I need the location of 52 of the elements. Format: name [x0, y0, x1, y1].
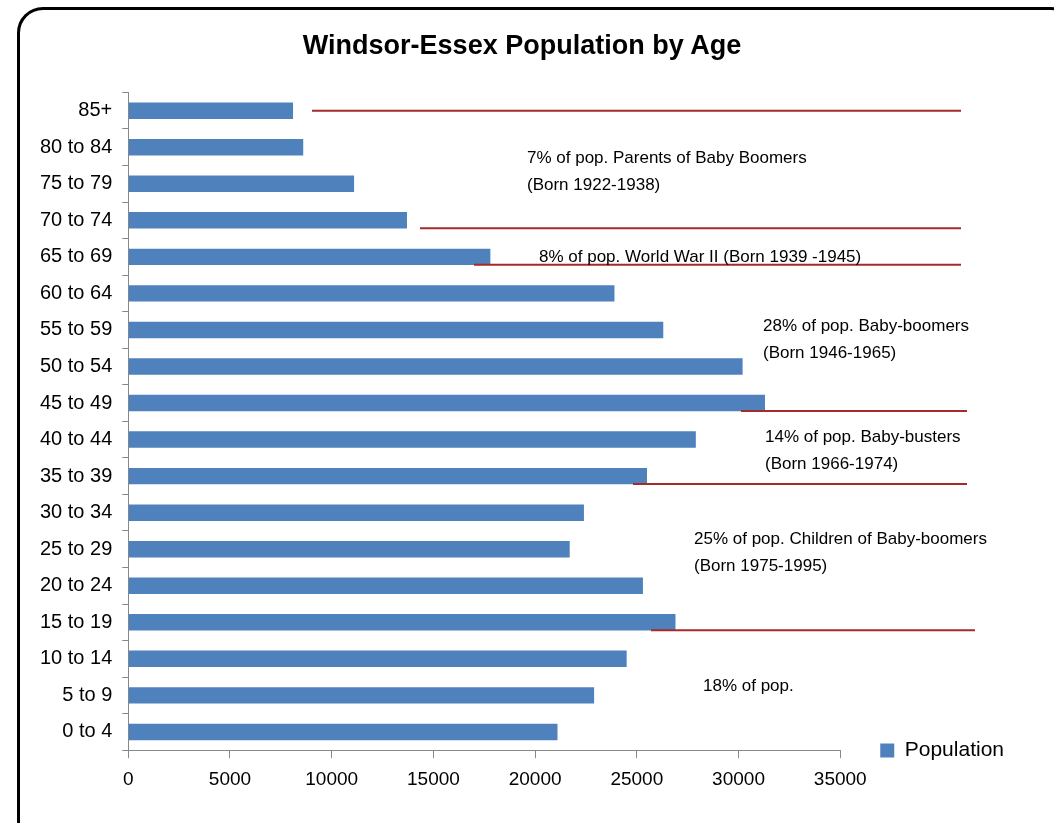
- y-tick-label: 25 to 29: [39, 536, 113, 559]
- y-tick-label: 15 to 19: [39, 609, 113, 632]
- bar: [128, 138, 304, 156]
- annotation: 8% of pop. World War II (Born 1939 -1945): [539, 246, 862, 266]
- x-tick-label: 15000: [406, 767, 460, 789]
- x-tick-label: 25000: [610, 767, 664, 789]
- bar: [128, 723, 558, 741]
- bar: [128, 614, 676, 631]
- x-tick-label: 35000: [813, 767, 867, 789]
- bar: [128, 687, 595, 704]
- y-tick-label: 0 to 4: [62, 719, 113, 742]
- bar: [128, 248, 491, 266]
- annotation: 25% of pop. Children of Baby-boomers (Born 1975-1995): [694, 528, 987, 575]
- legend-label: Population: [904, 737, 1004, 761]
- annotation: 14% of pop. Baby-busters (Born 1966-1974): [765, 426, 961, 473]
- annotation: 7% of pop. Parents of Baby Boomers (Born 1922-1938): [527, 147, 807, 194]
- bar: [128, 102, 294, 119]
- x-tick-label: 30000: [712, 767, 765, 789]
- bar: [128, 577, 643, 594]
- y-tick-label: 40 to 44: [39, 427, 113, 450]
- y-tick-label: 55 to 59: [39, 317, 113, 340]
- bar: [128, 540, 570, 558]
- annotation: 28% of pop. Baby-boomers (Born 1946-1965): [763, 315, 970, 362]
- bar: [128, 467, 647, 485]
- annotation: 18% of pop.: [703, 675, 794, 695]
- bar: [128, 358, 743, 375]
- y-tick-label: 60 to 64: [39, 280, 113, 303]
- x-tick-label: 10000: [305, 767, 359, 789]
- y-tick-label: 30 to 34: [39, 500, 113, 523]
- x-tick-label: 20000: [508, 767, 562, 789]
- y-tick-label: 20 to 24: [39, 573, 113, 596]
- bar: [128, 285, 615, 302]
- x-tick-label: 0: [123, 767, 134, 789]
- y-tick-label: 75 to 79: [39, 171, 113, 194]
- bar: [128, 504, 584, 521]
- y-tick-label: 50 to 54: [39, 354, 113, 376]
- bar: [128, 394, 765, 412]
- bar: [128, 321, 664, 339]
- y-tick-label: 45 to 49: [39, 390, 113, 413]
- y-tick-label: 35 to 39: [39, 463, 113, 486]
- y-tick-label: 80 to 84: [39, 134, 113, 157]
- y-tick-label: 65 to 69: [39, 244, 113, 267]
- bar: [128, 175, 355, 192]
- bar: [128, 650, 627, 668]
- y-tick-label: 5 to 9: [62, 682, 113, 705]
- y-tick-label: 70 to 74: [39, 207, 113, 230]
- y-tick-label: 10 to 14: [39, 646, 113, 669]
- bar: [128, 431, 696, 448]
- x-tick-label: 5000: [208, 767, 252, 789]
- y-tick-label: 85+: [78, 98, 113, 121]
- bar: [128, 212, 407, 229]
- chart-title: Windsor-Essex Population by Age: [302, 29, 742, 60]
